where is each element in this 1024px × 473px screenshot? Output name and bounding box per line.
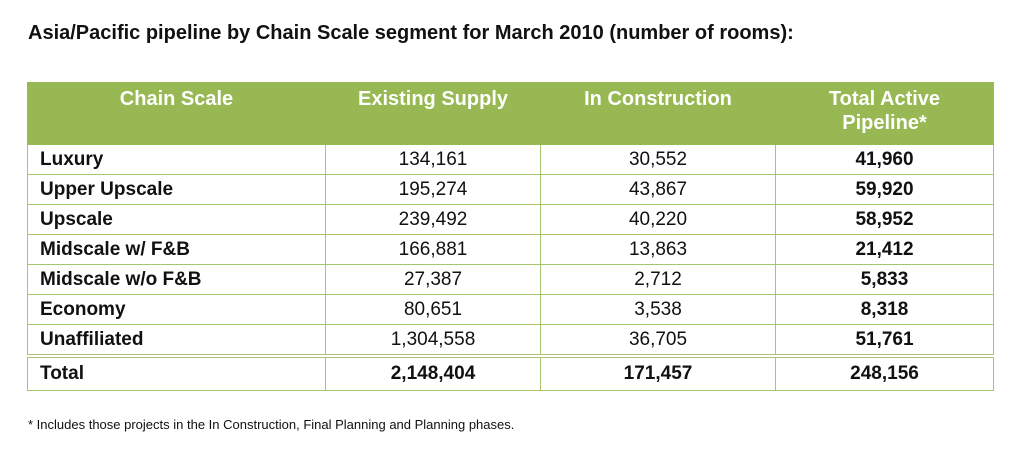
cell: 21,412 [775, 234, 994, 265]
cell: 30,552 [540, 144, 776, 175]
total-row: Total 2,148,404 171,457 248,156 [27, 354, 994, 391]
cell: 195,274 [325, 174, 541, 205]
cell: 27,387 [325, 264, 541, 295]
row-label: Total [27, 354, 326, 391]
cell: 171,457 [540, 354, 776, 391]
column-header: In Construction [540, 82, 776, 145]
cell: 59,920 [775, 174, 994, 205]
cell: 51,761 [775, 324, 994, 357]
row-label: Luxury [27, 144, 326, 175]
cell: 13,863 [540, 234, 776, 265]
table-row: Midscale w/ F&B 166,881 13,863 21,412 [27, 234, 994, 265]
header-row: Chain Scale Existing Supply In Constructio… [27, 82, 994, 145]
cell: 1,304,558 [325, 324, 541, 357]
pipeline-table: Chain Scale Existing Supply In Constructio… [27, 82, 994, 391]
cell: 43,867 [540, 174, 776, 205]
table-body: Luxury 134,161 30,552 41,960 Upper Upscale 19… [27, 144, 994, 391]
table-row: Upper Upscale 195,274 43,867 59,920 [27, 174, 994, 205]
cell: 248,156 [775, 354, 994, 391]
cell: 2,148,404 [325, 354, 541, 391]
table-row: Midscale w/o F&B 27,387 2,712 5,833 [27, 264, 994, 295]
cell: 41,960 [775, 144, 994, 175]
cell: 36,705 [540, 324, 776, 357]
cell: 3,538 [540, 294, 776, 325]
column-header: Total Active Pipeline* [775, 82, 994, 145]
row-label: Upper Upscale [27, 174, 326, 205]
table-row: Unaffiliated 1,304,558 36,705 51,761 [27, 324, 994, 357]
cell: 134,161 [325, 144, 541, 175]
cell: 40,220 [540, 204, 776, 235]
column-header: Existing Supply [325, 82, 541, 145]
cell: 166,881 [325, 234, 541, 265]
row-label: Upscale [27, 204, 326, 235]
cell: 5,833 [775, 264, 994, 295]
cell: 8,318 [775, 294, 994, 325]
column-header: Chain Scale [27, 82, 326, 145]
title: Asia/Pacific pipeline by Chain Scale seg… [28, 22, 794, 44]
row-label: Economy [27, 294, 326, 325]
cell: 2,712 [540, 264, 776, 295]
row-label: Unaffiliated [27, 324, 326, 357]
table-row: Upscale 239,492 40,220 58,952 [27, 204, 994, 235]
table-row: Luxury 134,161 30,552 41,960 [27, 144, 994, 175]
footnote: * Includes those projects in the In Cons… [28, 417, 515, 432]
row-label: Midscale w/o F&B [27, 264, 326, 295]
cell: 80,651 [325, 294, 541, 325]
cell: 58,952 [775, 204, 994, 235]
cell: 239,492 [325, 204, 541, 235]
table-row: Economy 80,651 3,538 8,318 [27, 294, 994, 325]
row-label: Midscale w/ F&B [27, 234, 326, 265]
